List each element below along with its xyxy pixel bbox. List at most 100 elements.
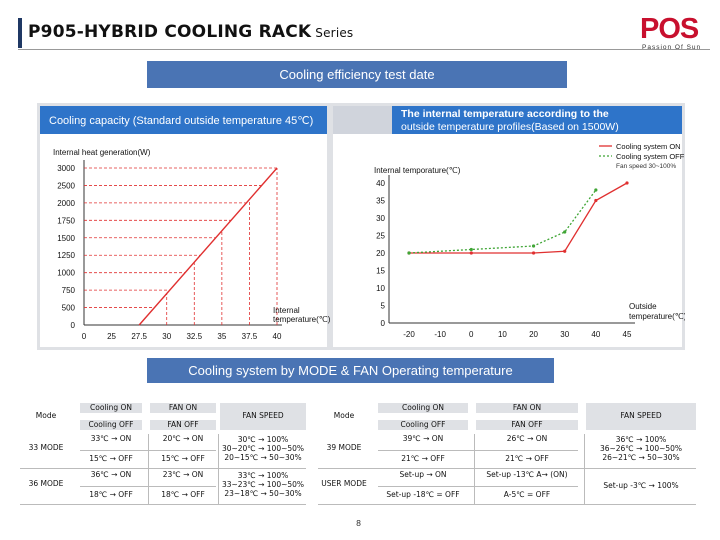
left-mode-cell: 36 MODE — [28, 479, 64, 488]
left-fan-on-cell: 20℃ → ON — [162, 434, 204, 443]
left-cooling-on-header: Cooling ON — [90, 403, 132, 412]
section-banner-efficiency: Cooling efficiency test date — [147, 61, 567, 88]
chart2-y-tick-label: 35 — [376, 197, 385, 206]
left-column-separator — [218, 434, 219, 504]
chart2-point-on — [594, 198, 598, 203]
right-fan-speed-line: 36~26℃ → 100~50% — [599, 444, 683, 453]
chart1-y-tick-label: 1000 — [57, 269, 75, 278]
chart1-x-tick-label: 25 — [107, 332, 116, 341]
chart1-y-tick-label: 3000 — [57, 164, 75, 173]
chart2-ylabel: Internal temporature(℃) — [374, 166, 461, 175]
left-fan-speed-line: 20~15℃ → 50~30% — [224, 453, 302, 462]
chart2-point-on — [531, 251, 536, 255]
chart1-y-tick-label: 500 — [62, 304, 76, 313]
legend-entry-off: Cooling system OFF — [616, 152, 685, 161]
chart2-y-tick-label: 25 — [376, 232, 385, 241]
charts-canvas: Cooling capacity (Standard outside tempe… — [40, 106, 685, 347]
right-fan-off-cell: A-5℃ = OFF — [503, 490, 551, 499]
chart1-y-tick-label: 750 — [62, 286, 76, 295]
chart2-y-tick-label: 5 — [381, 302, 386, 311]
right-fan-speed-cell: 36℃ → 100% 36~26℃ → 100~50% 26~21℃ → 50~30… — [586, 435, 696, 462]
left-fan-speed-cell: 33℃ → 100% 33~23℃ → 100~50% 23~18℃ → 50~30… — [220, 471, 306, 498]
left-cooling-on-header-bg — [80, 403, 142, 413]
left-cooling-on-cell: 33℃ → ON — [90, 434, 132, 443]
left-fan-off-header-bg — [150, 420, 216, 430]
chart1-x-tick-label: 0 — [82, 332, 87, 341]
right-row-separator — [318, 468, 696, 469]
chart1-xlabel: temperature(℃) — [273, 315, 331, 324]
chart2-x-tick-label: 10 — [498, 330, 507, 339]
right-cooling-off-header-bg — [378, 420, 468, 430]
chart2-point-on — [563, 249, 567, 253]
left-fan-speed-line: 23~18℃ → 50~30% — [224, 489, 302, 498]
chart2-point-off — [563, 230, 567, 234]
right-cooling-on-header: Cooling ON — [402, 403, 444, 412]
chart2-point-off — [407, 251, 411, 255]
charts-panel: Cooling capacity (Standard outside tempe… — [37, 103, 685, 350]
left-fan-on-cell: 23℃ → ON — [162, 470, 204, 479]
left-cooling-off-header-bg — [80, 420, 142, 430]
chart2-point-off — [531, 244, 536, 248]
page-title: P905-HYBRID COOLING RACK Series — [28, 22, 354, 42]
left-fan-speed-line: 33℃ → 100% — [237, 471, 289, 480]
right-mode-cell: 39 MODE — [326, 443, 362, 452]
right-cooling-off-cell: Set-up -18℃ = OFF — [386, 490, 460, 499]
left-fan-on-header-bg — [150, 403, 216, 413]
right-fan-speed-header: FAN SPEED — [620, 411, 662, 420]
chart2-title: The internal temperature according to th… — [401, 108, 609, 120]
logo-tagline: Passion Of Sun — [642, 44, 702, 51]
chart2-point-off — [469, 247, 473, 252]
chart1-x-tick-label: 32.5 — [186, 332, 202, 341]
chart1-ylabel: Internal heat generation(W) — [53, 148, 151, 157]
right-column-separator — [584, 434, 585, 504]
right-fan-speed-line: 36℃ → 100% — [615, 435, 667, 444]
chart2-y-tick-label: 15 — [376, 267, 385, 276]
right-row-separator — [378, 450, 578, 451]
chart1-x-tick-label: 37.5 — [242, 332, 258, 341]
chart2-x-tick-label: 45 — [623, 330, 632, 339]
chart2-point-on — [625, 181, 629, 185]
chart1-y-tick-label: 2000 — [57, 199, 75, 208]
chart2-series-on — [409, 182, 628, 254]
chart2-y-tick-label: 40 — [376, 179, 385, 188]
title-accent-bar — [18, 18, 22, 48]
right-fan-off-header: FAN OFF — [511, 420, 543, 429]
left-fan-on-header: FAN ON — [168, 403, 198, 412]
chart1-y-tick-label: 0 — [71, 321, 76, 330]
chart2-title-strip — [392, 106, 682, 134]
chart2-y-tick-label: 10 — [376, 284, 385, 293]
right-cooling-off-cell: 21℃ → OFF — [401, 454, 445, 463]
right-cooling-off-header: Cooling OFF — [400, 420, 446, 429]
chart2-xlabel: Outside — [629, 302, 657, 311]
chart2-xlabel: temperature(℃) — [629, 312, 685, 321]
left-fan-off-header: FAN OFF — [167, 420, 199, 429]
right-fan-speed-header-bg — [586, 403, 696, 430]
logo-text: POS — [640, 13, 699, 45]
left-cooling-off-cell: 15℃ → OFF — [89, 454, 133, 463]
right-fan-speed-cell: Set-up -3℃ → 100% — [586, 481, 696, 490]
left-fan-off-cell: 18℃ → OFF — [161, 490, 205, 499]
left-mode-cell: 33 MODE — [28, 443, 64, 452]
left-mode-header: Mode — [35, 411, 57, 420]
left-fan-speed-line: 33~23℃ → 100~50% — [221, 480, 305, 489]
left-fan-off-cell: 15℃ → OFF — [161, 454, 205, 463]
right-fan-off-cell: 21℃ → OFF — [505, 454, 549, 463]
page-number: 8 — [356, 519, 362, 528]
left-fan-speed-cell: 30℃ → 100% 30~20℃ → 100~50% 20~15℃ → 50~30… — [220, 435, 306, 462]
left-fan-speed-header: FAN SPEED — [242, 411, 284, 420]
chart2-y-tick-label: 0 — [381, 319, 386, 328]
title-series: Series — [315, 26, 354, 40]
chart1-x-tick-label: 40 — [273, 332, 282, 341]
right-fan-on-header-bg — [476, 403, 578, 413]
right-row-separator — [378, 486, 578, 487]
left-cooling-off-cell: 18℃ → OFF — [89, 490, 133, 499]
right-fan-speed-line: Set-up -3℃ → 100% — [603, 481, 679, 490]
chart1-y-tick-label: 1250 — [57, 251, 75, 260]
right-fan-off-header-bg — [476, 420, 578, 430]
right-fan-on-cell: 26℃ → ON — [506, 434, 548, 443]
right-fan-on-header: FAN ON — [512, 403, 542, 412]
chart2-x-tick-label: 30 — [560, 330, 569, 339]
chart2-point-off — [594, 188, 598, 192]
right-mode-cell: USER MODE — [321, 479, 367, 488]
left-fan-speed-header-bg — [220, 403, 306, 430]
